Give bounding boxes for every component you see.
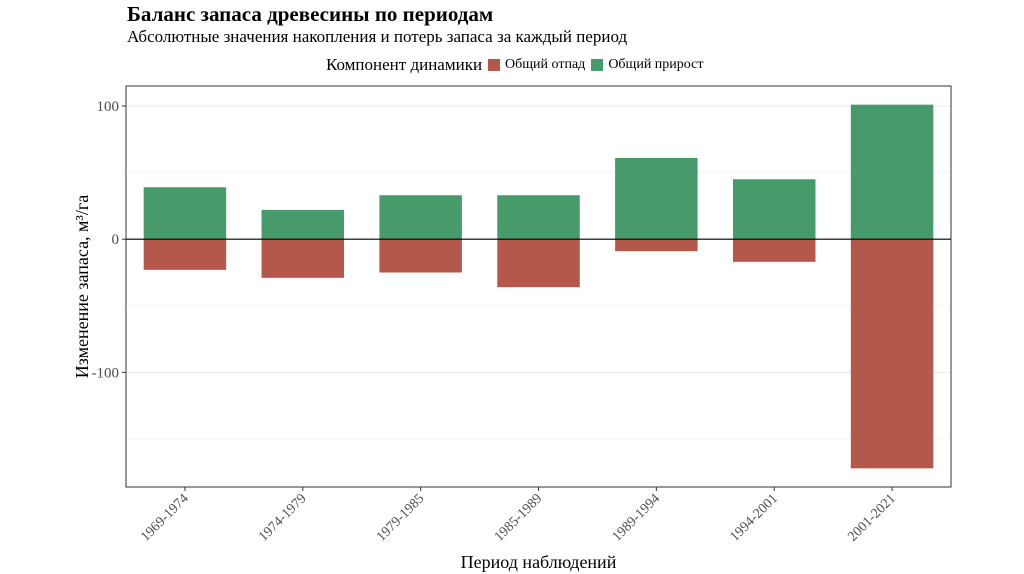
y-tick-label: 100 <box>97 99 120 115</box>
bar-growth-1979-1985 <box>379 195 462 240</box>
bar-loss-1979-1985 <box>379 239 462 273</box>
legend-key-growth <box>591 59 604 71</box>
bar-growth-1985-1989 <box>497 195 580 240</box>
x-tick-label: 1989-1994 <box>610 491 664 545</box>
bar-loss-2001-2021 <box>850 239 934 469</box>
bar-growth-1969-1974 <box>143 187 227 240</box>
y-axis-label: Изменение запаса, м³/га <box>72 195 92 378</box>
bar-loss-1974-1979 <box>261 239 345 278</box>
bar-growth-1989-1994 <box>615 157 698 240</box>
panel-border <box>125 85 952 488</box>
x-tick-label: 1985-1989 <box>492 491 546 545</box>
x-tick-label: 2001-2021 <box>845 491 899 545</box>
bar-growth-1994-2001 <box>732 179 816 240</box>
x-axis-label: Период наблюдений <box>461 552 617 572</box>
bar-growth-1974-1979 <box>261 209 345 240</box>
bar-growth-2001-2021 <box>850 104 934 240</box>
legend-key-loss <box>488 59 501 71</box>
legend: Компонент динамики Общий отпад Общий при… <box>326 55 703 75</box>
x-tick-label: 1979-1985 <box>374 491 428 545</box>
y-tick-label: -100 <box>92 365 120 381</box>
chart-subtitle: Абсолютные значения накопления и потерь … <box>127 27 628 46</box>
bar-loss-1969-1974 <box>143 239 227 270</box>
bar-loss-1985-1989 <box>497 239 580 288</box>
y-tick-label: 0 <box>112 232 120 248</box>
chart-title: Баланс запаса древесины по периодам <box>127 2 494 26</box>
x-tick-label: 1974-1979 <box>256 491 310 545</box>
bar-loss-1989-1994 <box>615 239 698 252</box>
x-tick-label: 1969-1974 <box>138 491 192 545</box>
legend-label-growth: Общий прирост <box>608 57 704 72</box>
legend-title: Компонент динамики <box>326 55 483 74</box>
bar-loss-1994-2001 <box>732 239 816 262</box>
legend-label-loss: Общий отпад <box>505 57 586 72</box>
x-tick-label: 1994-2001 <box>728 491 782 545</box>
